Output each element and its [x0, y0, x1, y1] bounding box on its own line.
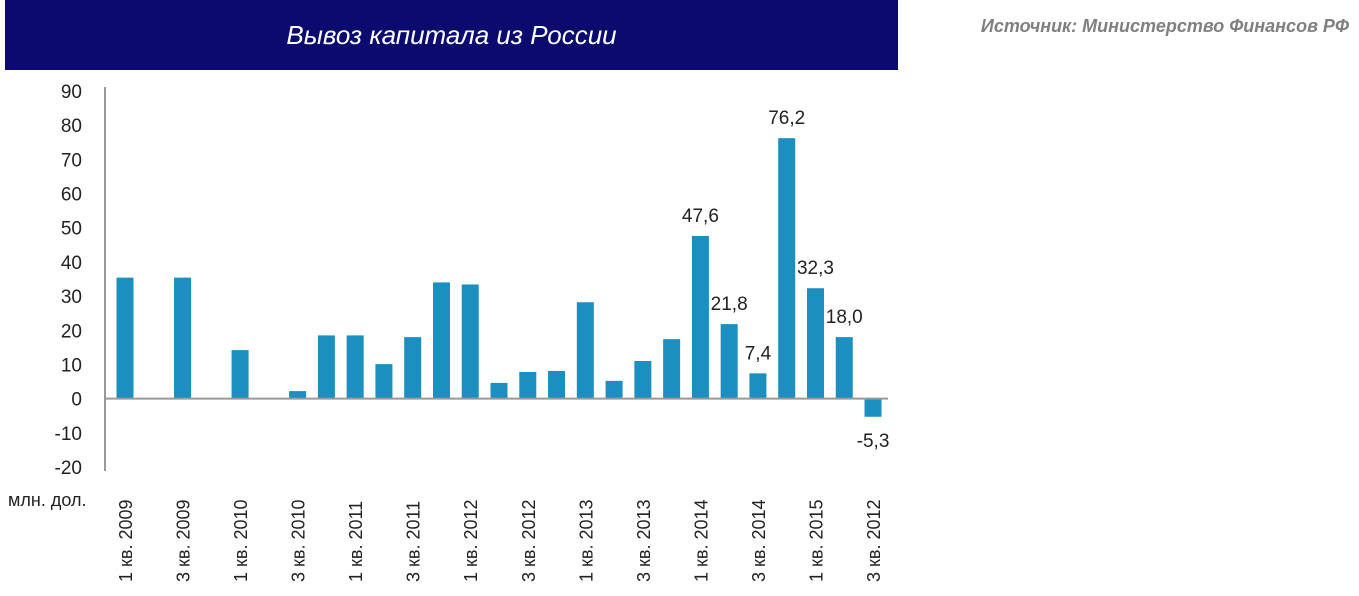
data-label: 32,3	[797, 258, 834, 279]
x-tick-label: 3 кв. 2012	[519, 500, 539, 583]
x-tick-label: 1 кв. 2009	[116, 500, 136, 583]
data-label: 47,6	[682, 206, 719, 227]
y-tick-label: -20	[55, 458, 82, 479]
x-tick-label: 3 кв. 2011	[404, 501, 424, 582]
bar	[375, 364, 393, 399]
bar	[490, 382, 508, 399]
bar	[346, 335, 364, 399]
x-tick-label: 3 кв. 2009	[174, 500, 194, 583]
x-tick-label: 1 кв. 2010	[231, 500, 251, 583]
bar	[231, 350, 249, 399]
data-label: 76,2	[768, 108, 805, 129]
bar	[749, 373, 767, 399]
data-label: -5,3	[857, 431, 890, 452]
x-tick-label: 3 кв. 2010	[289, 500, 309, 583]
bar	[116, 277, 134, 399]
y-tick-label: 0	[71, 390, 82, 411]
bar	[289, 391, 307, 399]
y-tick-label: 60	[61, 185, 82, 206]
data-label: 21,8	[711, 294, 748, 315]
bar	[806, 288, 824, 399]
x-tick-label: 3 кв. 2014	[749, 500, 769, 583]
x-tick-label: 3 кв. 2013	[634, 500, 654, 583]
bar	[634, 361, 652, 399]
x-tick-label: 1 кв. 2013	[576, 500, 596, 583]
y-tick-label: 30	[61, 287, 82, 308]
bar	[576, 302, 594, 399]
data-label: 7,4	[745, 343, 772, 364]
x-tick-label: 1 кв. 2014	[691, 500, 711, 583]
bar	[461, 284, 479, 399]
y-tick-label: 40	[61, 253, 82, 274]
bar	[778, 138, 796, 399]
bar	[605, 380, 623, 399]
y-tick-label: 10	[61, 355, 82, 376]
bar	[663, 339, 681, 399]
bar	[835, 337, 853, 399]
x-tick-label: 3 кв. 2012	[864, 500, 884, 583]
y-tick-label: 90	[61, 82, 82, 103]
data-label: 18,0	[826, 307, 863, 328]
x-tick-label: 1 кв. 2012	[461, 500, 481, 583]
y-tick-label: -10	[55, 424, 82, 445]
source-note: Источник: Министерство Финансов РФ	[980, 16, 1349, 36]
y-axis-unit: млн. дол.	[8, 490, 86, 510]
bar	[548, 370, 566, 399]
bar	[691, 235, 709, 399]
bar	[432, 282, 450, 399]
y-tick-label: 80	[61, 116, 82, 137]
bar	[519, 371, 537, 399]
bar	[864, 398, 882, 417]
chart-title: Вывоз капитала из России	[5, 0, 898, 70]
bar	[317, 335, 335, 399]
y-tick-label: 70	[61, 150, 82, 171]
x-tick-label: 1 кв. 2011	[346, 501, 366, 582]
x-tick-label: 1 кв. 2015	[806, 500, 826, 583]
bar	[720, 324, 738, 399]
y-tick-label: 20	[61, 321, 82, 342]
bar	[174, 277, 192, 399]
y-tick-label: 50	[61, 219, 82, 240]
bar	[404, 337, 422, 399]
